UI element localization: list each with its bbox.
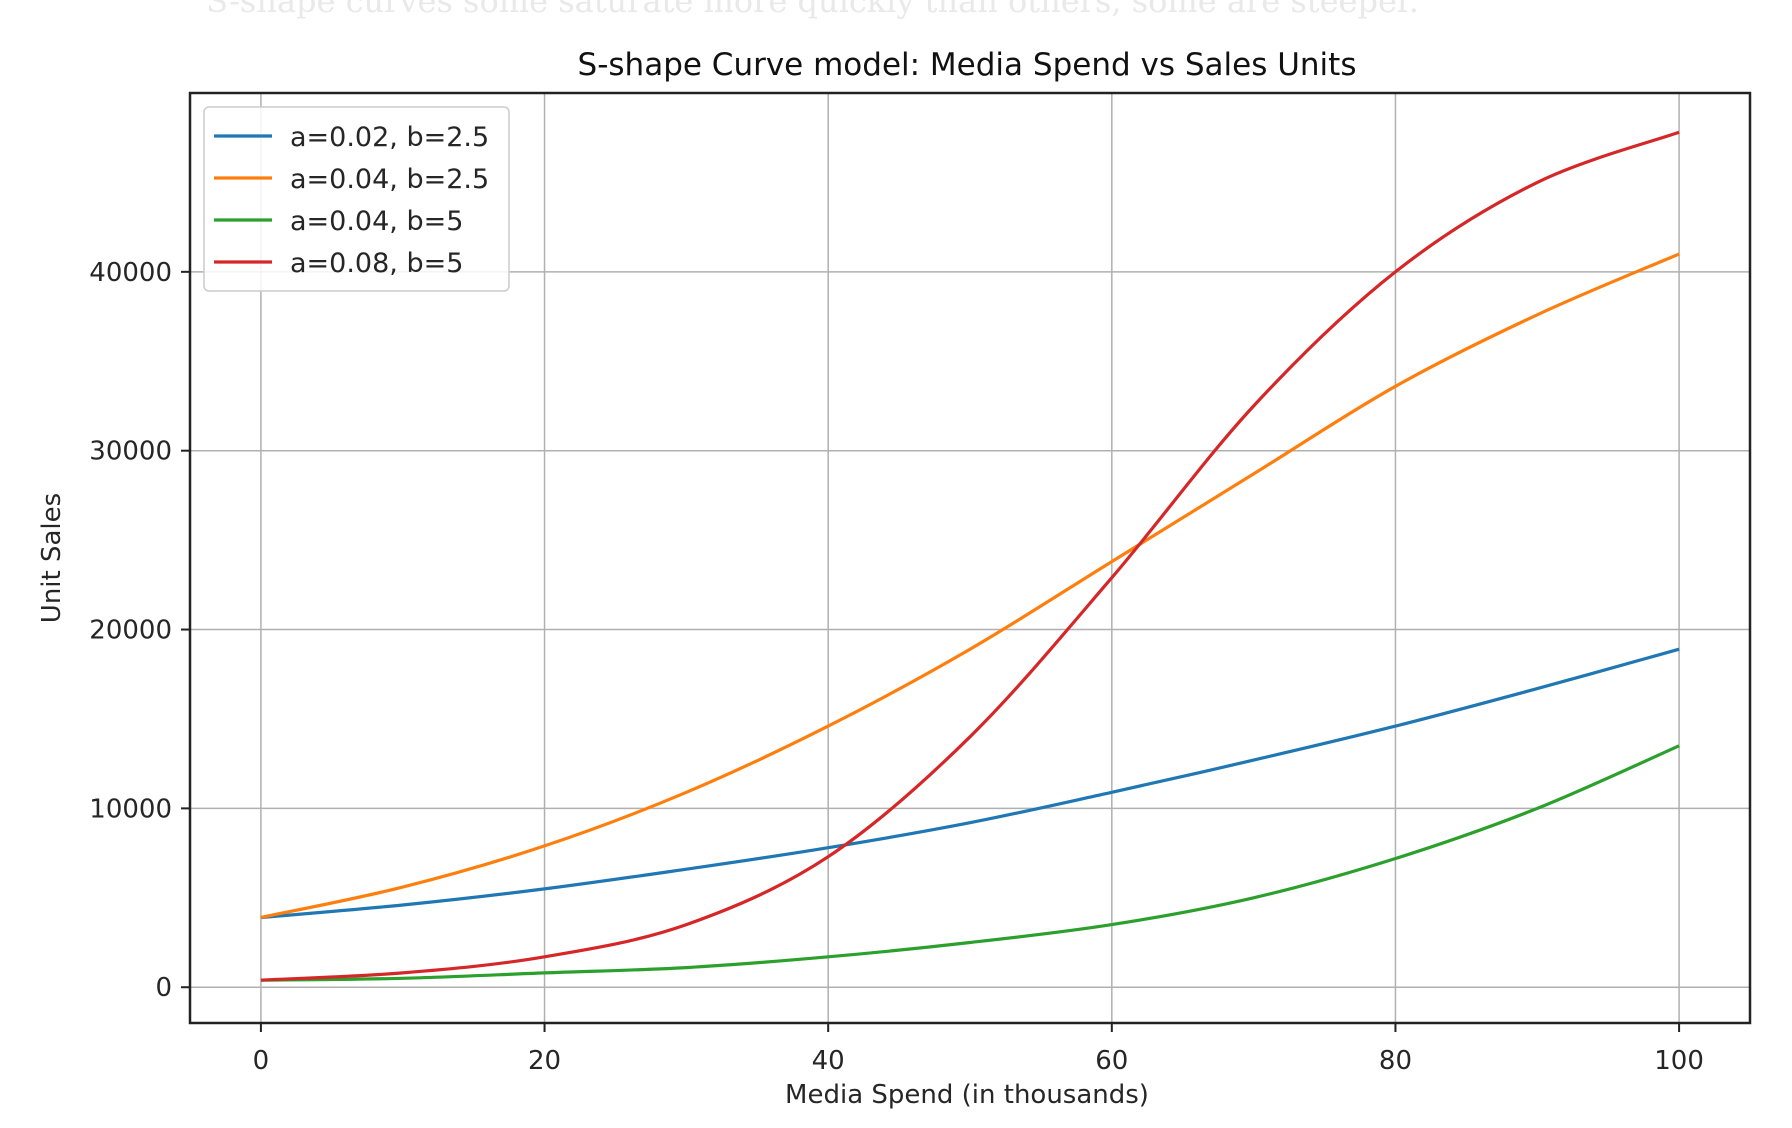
grid — [190, 93, 1750, 1023]
plot-frame — [188, 91, 1752, 1025]
series-line-1 — [260, 647, 1680, 920]
legend-label: a=0.08, b=5 — [290, 248, 463, 279]
legend-label: a=0.02, b=2.5 — [290, 122, 489, 153]
x-tick-label: 0 — [253, 1046, 270, 1076]
legend-label: a=0.04, b=5 — [290, 206, 463, 237]
x-axis-ticks: 0 20 40 60 80 100 — [253, 1023, 1704, 1076]
y-tick-label: 30000 — [89, 437, 172, 467]
y-tick-label: 40000 — [89, 258, 172, 288]
chart-title: S-shape Curve model: Media Spend vs Sale… — [578, 47, 1357, 83]
x-tick-label: 40 — [812, 1046, 845, 1076]
y-tick-label: 0 — [155, 973, 172, 1003]
legend-box — [203, 106, 510, 292]
x-tick-label: 100 — [1654, 1046, 1704, 1076]
series-line-2 — [260, 252, 1680, 920]
legend: a=0.02, b=2.5 a=0.04, b=2.5 a=0.04, b=5 a=0… — [203, 106, 510, 292]
y-axis-ticks: 0 10000 20000 30000 40000 — [89, 258, 190, 1003]
y-axis-label: Unit Sales — [37, 493, 67, 623]
x-axis-label: Media Spend (in thousands) — [785, 1080, 1149, 1110]
x-tick-label: 60 — [1095, 1046, 1128, 1076]
y-tick-label: 10000 — [89, 794, 172, 824]
series-lines — [260, 130, 1680, 982]
legend-label: a=0.04, b=2.5 — [290, 164, 489, 195]
page-caption: S-shape curves some saturate more quickl… — [206, 0, 1419, 20]
x-tick-label: 20 — [528, 1046, 561, 1076]
x-tick-label: 80 — [1379, 1046, 1412, 1076]
y-tick-label: 20000 — [89, 616, 172, 646]
series-line-4 — [260, 130, 1680, 982]
series-line-3 — [260, 744, 1680, 982]
